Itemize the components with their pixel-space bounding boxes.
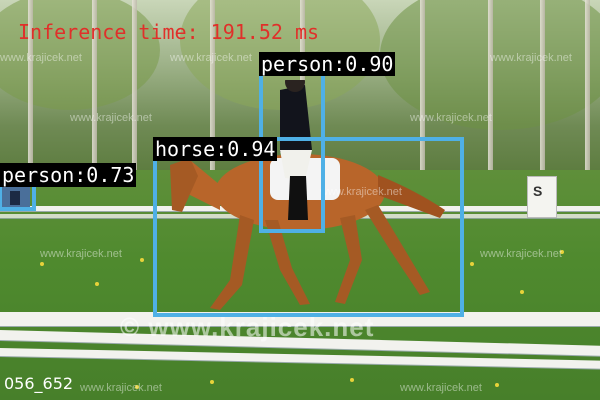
dandelion bbox=[40, 262, 44, 266]
dressage-letter-sign: S bbox=[527, 176, 557, 218]
watermark-text: www.krajicek.net bbox=[170, 52, 252, 64]
sign-letter: S bbox=[533, 183, 543, 199]
watermark-text: www.krajicek.net bbox=[80, 382, 162, 394]
birch-trunk bbox=[488, 0, 493, 190]
detection-label-person: person:0.90 bbox=[259, 52, 396, 76]
watermark-text: www.krajicek.net bbox=[490, 52, 572, 64]
dandelion bbox=[520, 290, 524, 294]
inference-time-text: Inference time: 191.52 ms bbox=[18, 20, 320, 44]
distant-rider-illustration bbox=[2, 187, 30, 207]
dandelion bbox=[350, 378, 354, 382]
birch-trunk bbox=[92, 0, 97, 190]
detection-label-person: person:0.73 bbox=[0, 163, 137, 187]
dandelion bbox=[560, 250, 564, 254]
watermark-text: www.krajicek.net bbox=[0, 52, 82, 64]
frame-id-text: 056_652 bbox=[4, 374, 74, 393]
watermark-text: www.krajicek.net bbox=[320, 186, 402, 198]
dandelion bbox=[95, 282, 99, 286]
birch-trunk bbox=[540, 0, 545, 190]
horse-and-rider-illustration bbox=[170, 80, 445, 310]
watermark-text: www.krajicek.net bbox=[70, 112, 152, 124]
birch-trunk bbox=[585, 0, 590, 190]
dandelion bbox=[140, 258, 144, 262]
watermark-text: www.krajicek.net bbox=[480, 248, 562, 260]
watermark-text: www.krajicek.net bbox=[400, 382, 482, 394]
watermark-text: www.krajicek.net bbox=[40, 248, 122, 260]
dandelion bbox=[210, 380, 214, 384]
copyright-watermark: © www.krajicek.net bbox=[120, 312, 375, 342]
detection-box-horse bbox=[153, 137, 464, 317]
birch-trunk bbox=[132, 0, 137, 190]
dandelion bbox=[470, 262, 474, 266]
dandelion bbox=[135, 385, 139, 389]
birch-trunk bbox=[28, 0, 33, 190]
birch-trunk bbox=[420, 0, 425, 190]
watermark-text: www.krajicek.net bbox=[410, 112, 492, 124]
dandelion bbox=[495, 383, 499, 387]
birch-trunk bbox=[210, 0, 215, 190]
detection-label-horse: horse:0.94 bbox=[153, 137, 278, 161]
